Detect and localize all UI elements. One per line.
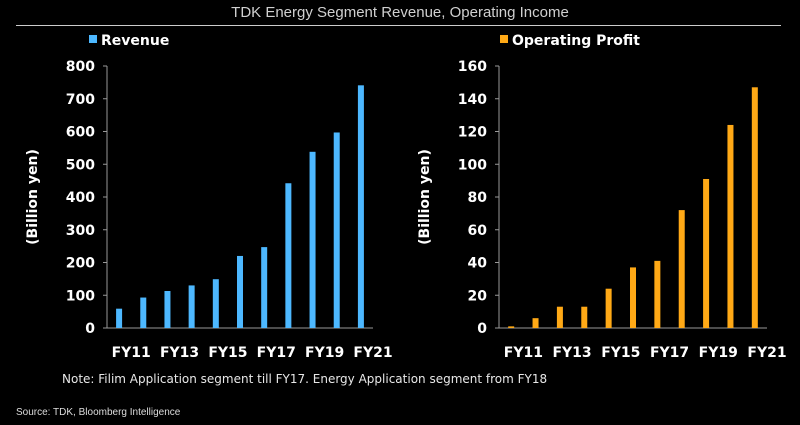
x-tick-label: FY21 [747, 345, 786, 361]
source-text: Source: TDK, Bloomberg Intelligence [16, 407, 181, 418]
legend-label: Operating Profit [512, 33, 640, 49]
chart-note: Note: Filim Application segment till FY1… [62, 372, 548, 386]
bar-fy11 [508, 326, 515, 328]
y-tick-label: 60 [468, 223, 488, 239]
y-tick-label: 20 [468, 288, 488, 304]
y-tick-label: 400 [66, 190, 95, 206]
bar-fy13 [164, 290, 171, 328]
bar-fy20 [333, 132, 340, 328]
bar-fy12 [140, 297, 147, 328]
y-tick-label: 200 [66, 256, 95, 272]
y-tick-label: 160 [458, 59, 487, 75]
y-tick-label: 120 [458, 125, 487, 141]
x-tick-label: FY17 [257, 345, 296, 361]
y-tick-label: 300 [66, 223, 95, 239]
bar-fy11 [116, 308, 123, 328]
bar-fy17 [654, 260, 661, 328]
x-tick-label: FY21 [353, 345, 392, 361]
legend-label: Revenue [101, 33, 169, 49]
bar-fy16 [630, 267, 636, 328]
y-tick-label: 40 [468, 256, 488, 272]
x-tick-label: FY19 [305, 345, 344, 361]
y-axis-label: (Billion yen) [417, 149, 433, 245]
x-tick-label: FY13 [160, 345, 199, 361]
legend-swatch [89, 35, 97, 43]
bar-fy18 [285, 183, 292, 328]
y-tick-label: 100 [66, 288, 95, 304]
y-axis-label: (Billion yen) [25, 149, 41, 245]
bar-fy12 [532, 318, 539, 328]
bar-fy18 [678, 210, 685, 328]
title-divider [16, 25, 781, 26]
bar-fy21 [357, 85, 364, 328]
bar-fy14 [188, 285, 195, 328]
x-tick-label: FY11 [504, 345, 543, 361]
chart-title: TDK Energy Segment Revenue, Operating In… [231, 4, 569, 21]
y-tick-label: 0 [85, 321, 95, 337]
x-tick-label: FY17 [650, 345, 689, 361]
bar-fy14 [581, 306, 588, 328]
bar-fy19 [703, 178, 710, 328]
x-tick-label: FY15 [208, 345, 247, 361]
bar-fy13 [556, 306, 563, 328]
bar-fy19 [309, 151, 316, 328]
y-tick-label: 140 [458, 92, 487, 108]
bar-fy15 [605, 288, 612, 328]
y-tick-label: 800 [66, 59, 95, 75]
y-tick-label: 80 [468, 190, 488, 206]
y-tick-label: 500 [66, 157, 95, 173]
y-tick-label: 0 [477, 321, 487, 337]
legend-swatch [500, 35, 508, 43]
x-tick-label: FY13 [552, 345, 591, 361]
y-tick-label: 600 [66, 125, 95, 141]
x-tick-label: FY19 [699, 345, 738, 361]
y-tick-label: 100 [458, 157, 487, 173]
bar-fy16 [237, 255, 243, 328]
x-tick-label: FY11 [112, 345, 151, 361]
x-tick-label: FY15 [601, 345, 640, 361]
bar-fy21 [751, 87, 758, 328]
bar-fy17 [261, 247, 268, 328]
bar-fy15 [212, 279, 219, 328]
bar-fy20 [727, 124, 734, 328]
y-tick-label: 700 [66, 92, 95, 108]
